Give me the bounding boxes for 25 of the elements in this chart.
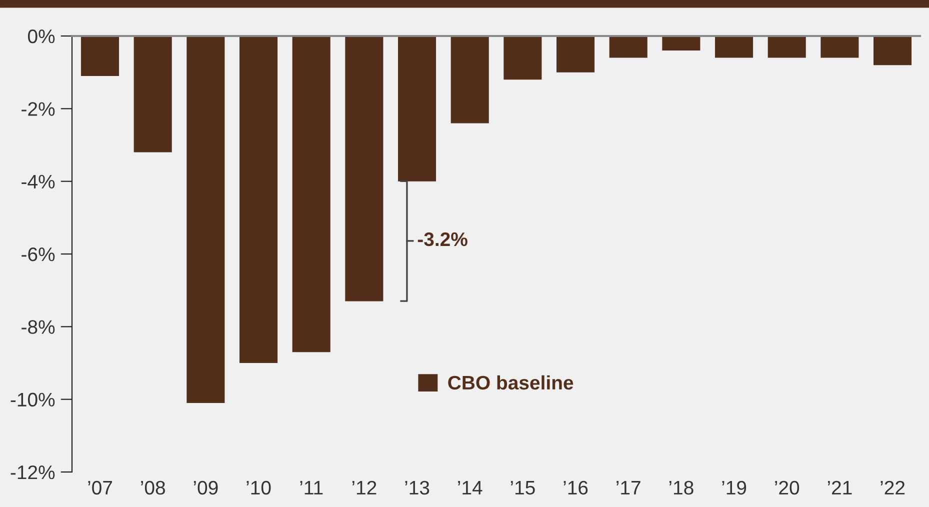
x-tick-label: ’14: [458, 481, 482, 494]
x-tick-label: ’08: [141, 480, 165, 495]
y-tick-label: -10%: [10, 392, 55, 407]
y-tick-label: -12%: [10, 465, 55, 480]
x-tick-label: ’09: [194, 480, 218, 495]
x-tick-label: ’22: [880, 480, 905, 494]
x-tick-label: ’20: [775, 480, 800, 495]
x-tick-label: ’07: [88, 480, 112, 495]
x-tick-label: ’11: [300, 481, 323, 494]
x-tick-label: ’17: [616, 481, 640, 494]
x-tick-label: ’16: [564, 480, 588, 495]
y-tick-label: -2%: [22, 102, 55, 116]
legend-label: CBO baseline: [448, 375, 574, 390]
y-tick-label: -6%: [22, 247, 55, 262]
x-tick-label: ’19: [722, 480, 746, 495]
x-tick-label: ’15: [510, 481, 535, 495]
x-tick-label: ’12: [352, 480, 376, 494]
y-tick-label: -4%: [22, 174, 55, 188]
y-tick-label: -8%: [22, 320, 55, 334]
y-tick-label: 0%: [28, 29, 55, 44]
x-tick-label: ’18: [669, 480, 694, 495]
x-tick-label: ’10: [246, 480, 271, 495]
annotation: -3.2%: [418, 232, 468, 246]
x-tick-label: ’13: [405, 480, 430, 495]
x-tick-label: ’21: [828, 480, 852, 494]
